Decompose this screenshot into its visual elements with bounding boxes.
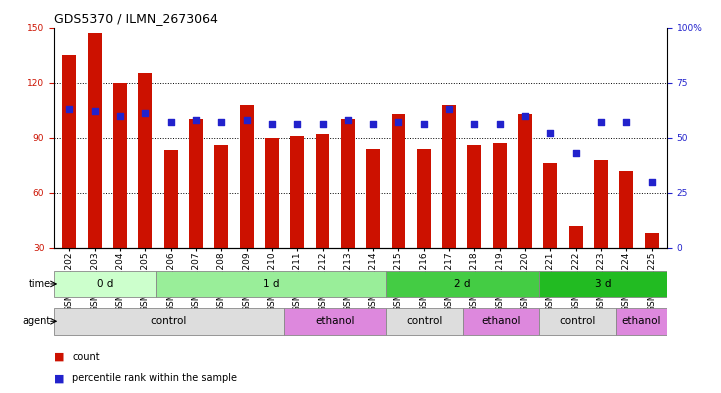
Bar (291, 136, 304, 248)
FancyBboxPatch shape (284, 308, 386, 334)
Bar (214, 145, 228, 248)
Bar (569, 226, 583, 248)
Point (139, 110, 151, 116)
FancyBboxPatch shape (539, 271, 667, 297)
Point (165, 119, 177, 125)
Point (418, 121, 430, 127)
Point (216, 119, 227, 125)
Bar (392, 114, 405, 248)
Bar (544, 163, 557, 248)
Point (393, 119, 404, 125)
Point (190, 117, 202, 123)
Text: control: control (406, 316, 443, 326)
FancyBboxPatch shape (463, 308, 539, 334)
FancyBboxPatch shape (156, 271, 386, 297)
Text: count: count (72, 352, 99, 362)
Bar (417, 149, 430, 248)
Text: time: time (28, 279, 50, 289)
Point (241, 117, 252, 123)
Bar (366, 149, 380, 248)
Text: ethanol: ethanol (622, 316, 661, 326)
Bar (645, 233, 659, 248)
Bar (189, 119, 203, 248)
Text: ethanol: ethanol (481, 316, 521, 326)
FancyBboxPatch shape (54, 308, 284, 334)
Point (291, 121, 303, 127)
Point (342, 117, 353, 123)
Text: control: control (151, 316, 187, 326)
Text: ethanol: ethanol (315, 316, 355, 326)
Point (317, 121, 328, 127)
Text: ■: ■ (54, 373, 65, 383)
FancyBboxPatch shape (616, 308, 667, 334)
Text: 1 d: 1 d (263, 279, 279, 289)
Bar (316, 134, 329, 248)
Text: agent: agent (22, 316, 50, 326)
FancyBboxPatch shape (539, 308, 616, 334)
Bar (265, 138, 279, 248)
Bar (62, 55, 76, 248)
Point (114, 112, 125, 119)
Text: ■: ■ (54, 352, 65, 362)
Point (266, 121, 278, 127)
Text: 0 d: 0 d (97, 279, 113, 289)
Text: 3 d: 3 d (595, 279, 611, 289)
Bar (594, 160, 608, 248)
Bar (341, 119, 355, 248)
Bar (467, 145, 482, 248)
Bar (619, 171, 633, 248)
Point (63, 106, 75, 112)
Point (494, 121, 505, 127)
Point (519, 112, 531, 119)
FancyBboxPatch shape (54, 271, 156, 297)
Point (89, 108, 100, 114)
Bar (518, 114, 532, 248)
Bar (442, 105, 456, 248)
Point (443, 106, 455, 112)
Text: percentile rank within the sample: percentile rank within the sample (72, 373, 237, 383)
Text: GDS5370 / ILMN_2673064: GDS5370 / ILMN_2673064 (54, 12, 218, 25)
FancyBboxPatch shape (386, 308, 463, 334)
Point (596, 119, 607, 125)
Bar (239, 105, 254, 248)
Point (469, 121, 480, 127)
Point (621, 119, 632, 125)
Bar (113, 83, 127, 248)
Bar (493, 143, 507, 248)
Text: 2 d: 2 d (454, 279, 471, 289)
Point (368, 121, 379, 127)
Bar (138, 73, 152, 248)
Bar (164, 151, 177, 248)
FancyBboxPatch shape (386, 271, 539, 297)
Point (544, 130, 556, 136)
Point (646, 178, 658, 185)
Text: control: control (559, 316, 596, 326)
Point (570, 150, 582, 156)
Bar (88, 33, 102, 248)
